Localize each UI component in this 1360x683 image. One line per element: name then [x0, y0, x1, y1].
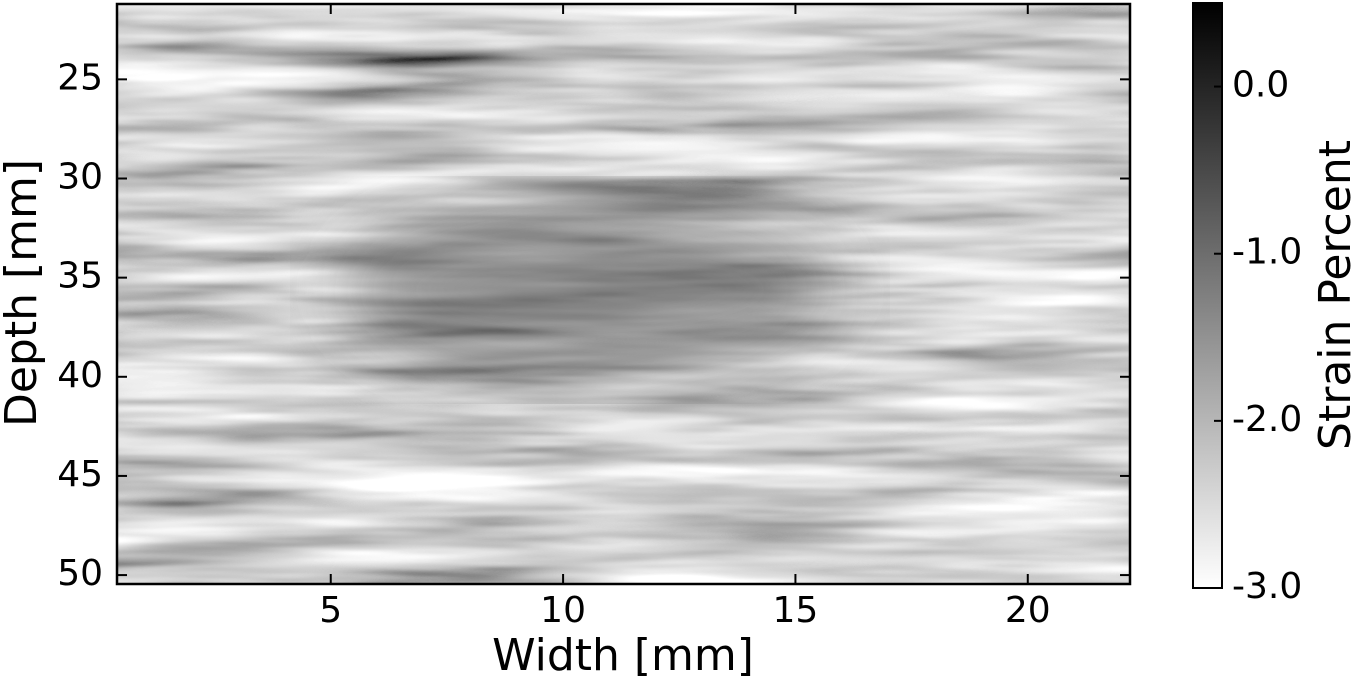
colorbar-tick-label: -3.0 [1232, 566, 1302, 607]
heatmap-image [117, 4, 1130, 584]
x-tick-label: 20 [1005, 590, 1051, 631]
x-tick-label: 5 [319, 590, 342, 631]
colorbar [1192, 2, 1223, 589]
x-axis-label: Width [mm] [492, 630, 754, 681]
colorbar-tick-label: -2.0 [1232, 399, 1302, 440]
y-tick-label: 40 [57, 355, 103, 396]
colorbar-tick-label: 0.0 [1232, 65, 1289, 106]
x-tick-label: 15 [773, 590, 819, 631]
y-tick-label: 50 [57, 553, 103, 594]
y-tick-label: 25 [57, 57, 103, 98]
y-tick-label: 30 [57, 156, 103, 197]
plot-frame [115, 2, 1132, 586]
colorbar-tick-label: -1.0 [1232, 232, 1302, 273]
y-axis-label: Depth [mm] [0, 159, 47, 427]
y-tick-label: 35 [57, 256, 103, 297]
y-tick-label: 45 [57, 454, 103, 495]
x-tick-label: 10 [540, 590, 586, 631]
colorbar-label: Strain Percent [1310, 140, 1360, 450]
